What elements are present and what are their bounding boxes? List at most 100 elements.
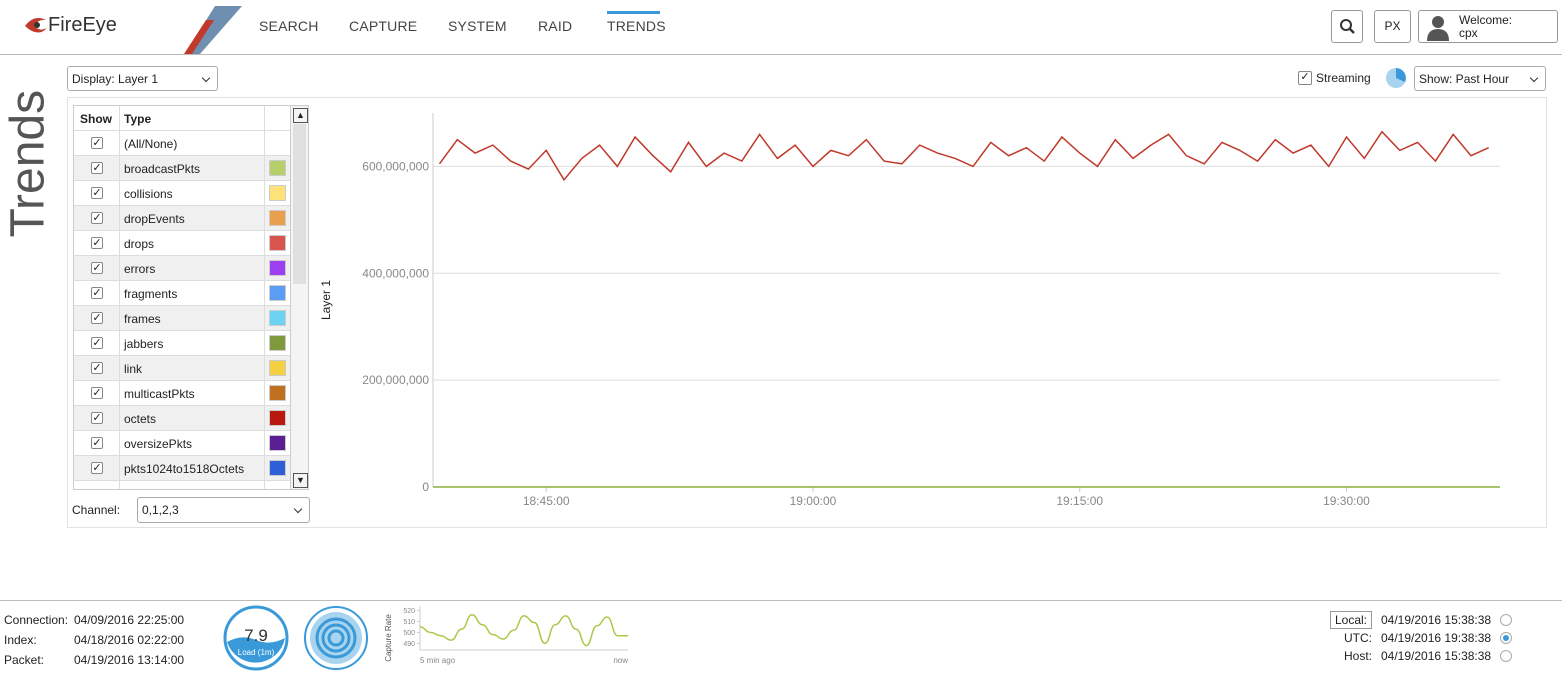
column-divider xyxy=(119,106,120,489)
table-row: ✓ pkts1024to1518Octets xyxy=(74,456,291,481)
table-row: ✓ errors xyxy=(74,256,291,281)
type-color xyxy=(269,410,286,426)
show-checkbox[interactable]: ✓ xyxy=(91,462,103,474)
status-value: 04/18/2016 02:22:00 xyxy=(74,633,185,647)
type-name: octets xyxy=(124,412,157,426)
show-checkbox[interactable]: ✓ xyxy=(91,212,103,224)
type-color xyxy=(269,385,286,401)
table-row: ✓ drops xyxy=(74,231,291,256)
trend-chart: 0 200,000,000 400,000,000 600,000,000 18:45:… xyxy=(319,113,1500,508)
table-header: Show Type xyxy=(74,106,291,131)
x-tick-label: now xyxy=(613,656,628,665)
show-checkbox[interactable]: ✓ xyxy=(91,237,103,249)
type-name: fragments xyxy=(124,287,178,301)
table-row: ✓ broadcastPkts xyxy=(74,156,291,181)
capture-rate-line xyxy=(419,614,628,647)
show-checkbox[interactable]: ✓ xyxy=(91,187,103,199)
type-name: collisions xyxy=(124,187,173,201)
table-row: ✓ octets xyxy=(74,406,291,431)
table-row: ✓ collisions xyxy=(74,181,291,206)
logo: FireEye xyxy=(48,14,117,36)
type-name: errors xyxy=(124,262,156,276)
show-checkbox[interactable]: ✓ xyxy=(91,412,103,424)
type-name: pkts1024to1518Octets xyxy=(124,462,245,476)
type-color xyxy=(269,310,286,326)
scroll-up[interactable]: ▲ xyxy=(293,108,308,123)
clock-radio[interactable] xyxy=(1500,632,1512,644)
load-label: Load (1m) xyxy=(237,648,275,657)
y-tick-label: 400,000,000 xyxy=(362,266,429,280)
type-name: (All/None) xyxy=(124,137,178,151)
table-row: ✓ dropEvents xyxy=(74,206,291,231)
show-checkbox[interactable]: ✓ xyxy=(91,437,103,449)
px-button[interactable]: PX xyxy=(1374,10,1411,43)
y-tick-label: 500 xyxy=(403,630,415,637)
table-row: ✓ link xyxy=(74,356,291,381)
type-color xyxy=(269,160,286,176)
table-row: ✓ multicastPkts xyxy=(74,381,291,406)
search-icon xyxy=(1340,19,1355,34)
clock-label[interactable]: Local: xyxy=(1329,611,1372,629)
scroll-thumb[interactable] xyxy=(293,124,306,284)
header: FireEye SEARCH CAPTURE SYSTEM RAID TRENDS PX… xyxy=(0,0,1562,55)
channel-label: Channel: xyxy=(72,503,121,517)
x-tick-label: 5 min ago xyxy=(420,656,456,665)
column-header: Show xyxy=(80,112,112,126)
nav-item[interactable]: RAID xyxy=(538,18,573,34)
type-color xyxy=(269,210,286,226)
clock-value: 04/19/2016 15:38:38 xyxy=(1381,649,1492,663)
show-checkbox[interactable]: ✓ xyxy=(91,387,103,399)
display-select[interactable]: Display: Layer 1 xyxy=(67,66,218,91)
range-select[interactable]: Show: Past Hour xyxy=(1414,66,1546,91)
type-name: link xyxy=(124,362,143,376)
status-label: Packet: xyxy=(4,653,45,667)
streaming-checkbox[interactable]: ✓ xyxy=(1298,71,1312,85)
nav-item[interactable]: CAPTURE xyxy=(349,18,418,34)
status-value: 04/09/2016 22:25:00 xyxy=(74,613,185,627)
x-tick-label: 19:00:00 xyxy=(790,494,837,508)
type-color xyxy=(269,260,286,276)
type-name: multicastPkts xyxy=(124,387,195,401)
y-tick-label: 0 xyxy=(422,480,429,494)
nav-item[interactable]: SYSTEM xyxy=(448,18,507,34)
show-checkbox[interactable]: ✓ xyxy=(91,162,103,174)
show-checkbox[interactable]: ✓ xyxy=(91,137,103,149)
table-row: ✓ oversizePkts xyxy=(74,431,291,456)
scroll-down[interactable]: ▼ xyxy=(293,473,308,488)
show-checkbox[interactable]: ✓ xyxy=(91,312,103,324)
show-checkbox[interactable]: ✓ xyxy=(91,362,103,374)
search-button[interactable] xyxy=(1331,10,1363,43)
clock-label: UTC: xyxy=(1344,631,1372,645)
streaming-label: Streaming xyxy=(1316,71,1371,85)
nav-item[interactable]: TRENDS xyxy=(607,18,666,34)
clock-radio[interactable] xyxy=(1500,614,1512,626)
type-color xyxy=(269,235,286,251)
type-name: jabbers xyxy=(124,337,164,351)
nav-item[interactable]: SEARCH xyxy=(259,18,319,34)
scrollbar[interactable]: ▲ ▼ xyxy=(290,106,308,489)
y-tick-label: 490 xyxy=(403,641,415,648)
status-label: Index: xyxy=(4,633,37,647)
clock-radio[interactable] xyxy=(1500,650,1512,662)
show-checkbox[interactable]: ✓ xyxy=(91,262,103,274)
user-icon xyxy=(1427,16,1449,41)
refresh-indicator xyxy=(1386,68,1406,88)
type-color xyxy=(269,285,286,301)
y-tick-label: 520 xyxy=(403,608,415,615)
active-indicator xyxy=(607,11,660,14)
logo-graphic xyxy=(25,6,242,54)
type-name: oversizePkts xyxy=(124,437,193,451)
capture-rate-chart: 490 500 510 520 5 min ago now Capture Rate xyxy=(384,606,628,665)
status-label: Connection: xyxy=(4,613,69,627)
radio-dot xyxy=(1503,635,1509,641)
channel-select[interactable]: 0,1,2,3 xyxy=(137,497,310,523)
type-table: Show Type ✓ (All/None) ✓ broadcastPkts ✓ coll… xyxy=(73,105,309,490)
clock-label: Host: xyxy=(1343,649,1372,663)
y-tick-label: 600,000,000 xyxy=(362,159,429,173)
y-tick-label: 200,000,000 xyxy=(362,373,429,387)
show-checkbox[interactable]: ✓ xyxy=(91,287,103,299)
user-menu[interactable]: Welcome: cpx xyxy=(1418,10,1558,43)
x-tick-label: 18:45:00 xyxy=(523,494,570,508)
table-row: ✓ jabbers xyxy=(74,331,291,356)
show-checkbox[interactable]: ✓ xyxy=(91,337,103,349)
